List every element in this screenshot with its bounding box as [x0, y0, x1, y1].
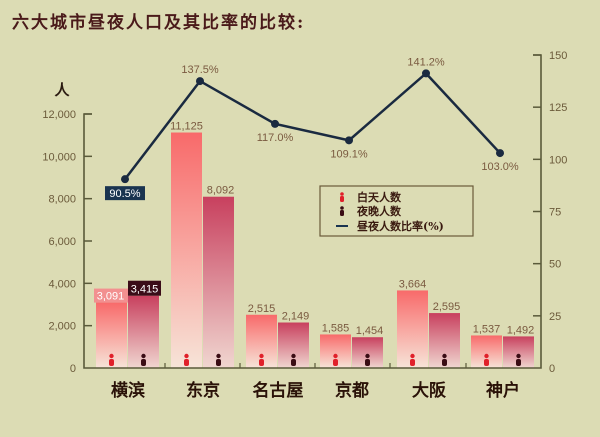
ratio-line-layer: 90.5% 137.5% 117.0% 109.1% 141.2% 103.0% [105, 56, 519, 201]
category-label: 神户 [486, 380, 520, 401]
bar-value-label: 2,149 [282, 311, 310, 323]
y2-tick-label: 125 [549, 102, 567, 114]
legend-item-label: 夜晚人数 [356, 204, 402, 218]
bar-value-label: 2,595 [433, 301, 461, 313]
y2-tick-label: 75 [549, 207, 561, 219]
y2-tick-label: 25 [549, 311, 561, 323]
ratio-point [196, 77, 204, 86]
person-icon [216, 353, 221, 366]
y-tick-label: 2,000 [48, 321, 76, 333]
ratio-point [271, 119, 279, 128]
label-box [128, 280, 161, 296]
category-label: 东京 [186, 380, 220, 401]
ratio-value-label: 90.5% [109, 188, 140, 200]
legend-day-icon [340, 192, 344, 202]
category-label: 名古屋 [253, 380, 304, 401]
person-icon [410, 353, 415, 366]
axes-layer: 横滨 东京 名古屋 京都 大阪 神户 0 2,000 4,000 6,000 8,000 10,000… [42, 50, 567, 401]
category-label: 京都 [335, 380, 369, 401]
legend-item-label: 白天人数 [357, 190, 402, 204]
bar-value-label: 1,537 [473, 323, 501, 335]
category-label: 横滨 [111, 380, 145, 401]
bar-value-label: 11,125 [170, 121, 203, 133]
person-icon [259, 353, 264, 366]
y-tick-label: 12,000 [42, 109, 76, 121]
bar-value-label: 1,585 [322, 322, 350, 334]
person-icon [184, 353, 189, 366]
y-tick-label: 10,000 [42, 151, 76, 163]
person-icon [365, 353, 370, 366]
bar-value-label: 3,415 [131, 284, 159, 296]
bar-night [429, 313, 460, 368]
bar-value-label: 1,454 [356, 325, 384, 337]
bar-value-label: 1,492 [507, 324, 535, 336]
ratio-point [496, 149, 504, 158]
ratio-label-box [105, 186, 145, 201]
ratio-value-label: 117.0% [257, 132, 294, 144]
label-box [94, 288, 128, 303]
y2-tick-label: 50 [549, 259, 561, 271]
ratio-value-label: 141.2% [407, 56, 445, 68]
bar-value-label: 2,515 [248, 303, 276, 315]
ratio-point [121, 175, 129, 184]
person-icon [516, 353, 521, 366]
person-icon [291, 353, 296, 366]
person-icon [442, 353, 447, 366]
y2-tick-label: 150 [549, 50, 567, 62]
bar-value-label: 3,664 [399, 278, 427, 290]
ratio-point [345, 136, 353, 145]
person-icon [109, 353, 114, 366]
bar-night [203, 196, 234, 368]
person-icon [333, 353, 338, 366]
person-icon [484, 353, 489, 366]
ratio-value-label: 109.1% [330, 148, 368, 160]
ratio-value-label: 103.0% [481, 161, 519, 173]
y-tick-label: 6,000 [48, 236, 76, 248]
category-label: 大阪 [412, 380, 446, 401]
y-tick-label: 0 [70, 363, 76, 375]
y2-tick-label: 100 [549, 154, 567, 166]
chart-title: 六大城市昼夜人口及其比率的比较: [12, 13, 306, 33]
person-icon [141, 353, 146, 366]
bar-value-label: 3,091 [97, 291, 125, 303]
bars-layer: 3,091 3,415 11,125 8,092 2,515 2,149 1,585 1,45… [94, 121, 534, 368]
legend-item-label: 昼夜人数比率(%) [356, 219, 444, 233]
y2-tick-label: 0 [549, 363, 555, 375]
y-axis-unit: 人 [54, 81, 70, 99]
bar-day [171, 132, 202, 368]
ratio-line [124, 71, 501, 180]
bar-value-label: 8,092 [207, 185, 235, 197]
ratio-value-label: 137.5% [181, 64, 219, 76]
y-tick-label: 4,000 [48, 278, 76, 290]
ratio-point [422, 69, 430, 78]
y-tick-label: 8,000 [48, 194, 76, 206]
legend-night-icon [340, 206, 344, 216]
